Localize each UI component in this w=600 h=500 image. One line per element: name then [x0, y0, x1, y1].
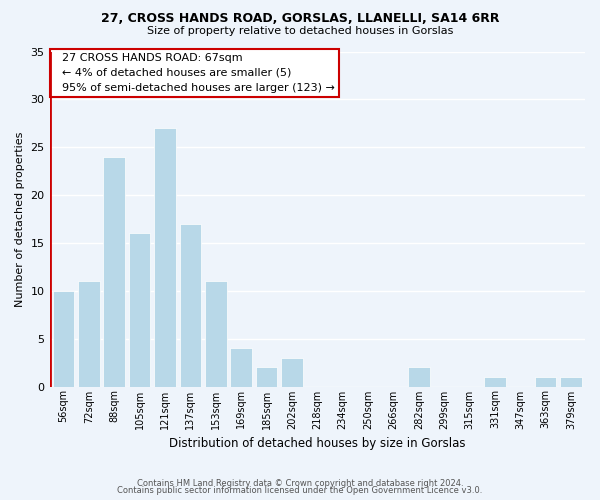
Bar — [230, 348, 252, 387]
X-axis label: Distribution of detached houses by size in Gorslas: Distribution of detached houses by size … — [169, 437, 466, 450]
Bar — [103, 157, 125, 386]
Bar — [535, 377, 556, 386]
Text: Size of property relative to detached houses in Gorslas: Size of property relative to detached ho… — [147, 26, 453, 36]
Bar — [256, 368, 277, 386]
Y-axis label: Number of detached properties: Number of detached properties — [15, 132, 25, 306]
Bar — [484, 377, 506, 386]
Bar — [281, 358, 302, 386]
Bar — [53, 291, 74, 386]
Text: 27 CROSS HANDS ROAD: 67sqm
  ← 4% of detached houses are smaller (5)
  95% of se: 27 CROSS HANDS ROAD: 67sqm ← 4% of detac… — [55, 53, 335, 93]
Bar — [78, 281, 100, 386]
Bar — [154, 128, 176, 386]
Text: Contains public sector information licensed under the Open Government Licence v3: Contains public sector information licen… — [118, 486, 482, 495]
Bar — [408, 368, 430, 386]
Bar — [560, 377, 582, 386]
Text: 27, CROSS HANDS ROAD, GORSLAS, LLANELLI, SA14 6RR: 27, CROSS HANDS ROAD, GORSLAS, LLANELLI,… — [101, 12, 499, 26]
Bar — [179, 224, 201, 386]
Text: Contains HM Land Registry data © Crown copyright and database right 2024.: Contains HM Land Registry data © Crown c… — [137, 478, 463, 488]
Bar — [129, 234, 151, 386]
Bar — [205, 281, 227, 386]
